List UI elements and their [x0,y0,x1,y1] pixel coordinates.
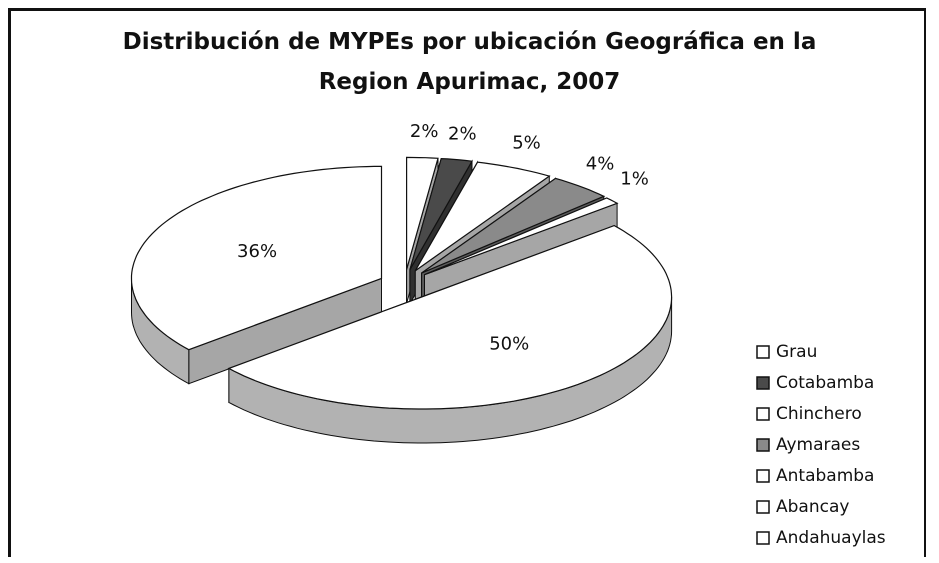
legend-label: Grau [776,342,817,362]
slice [409,157,473,270]
data-label: 5% [512,133,541,154]
legend-label: Andahuaylas [776,528,886,548]
legend-swatch [756,407,770,421]
slice [227,224,673,410]
slice-shade [188,278,382,384]
legend-swatch [756,531,770,545]
data-label: 4% [586,153,615,174]
data-label: 50% [489,333,529,354]
slice [424,197,619,276]
legend-label: Abancay [776,497,849,517]
legend-label: Aymaraes [776,435,860,455]
chart-title: Distribución de MYPEs por ubicación Geog… [122,29,817,95]
slice [130,165,383,351]
legend-swatch [756,500,770,514]
data-label: 2% [410,121,439,142]
data-label: 1% [620,169,649,190]
data-label: 36% [237,241,277,262]
data-label: 2% [448,123,477,144]
chart-frame [8,8,926,557]
legend-swatch [756,438,770,452]
slice [406,156,439,270]
slice-shade [228,297,672,443]
slice [421,177,606,274]
legend-label: Cotabamba [776,373,874,393]
legend-swatch [756,376,770,390]
legend-swatch [756,469,770,483]
slice [414,161,551,272]
legend-swatch [756,345,770,359]
legend-label: Chinchero [776,404,862,424]
legend-label: Antabamba [776,466,874,486]
